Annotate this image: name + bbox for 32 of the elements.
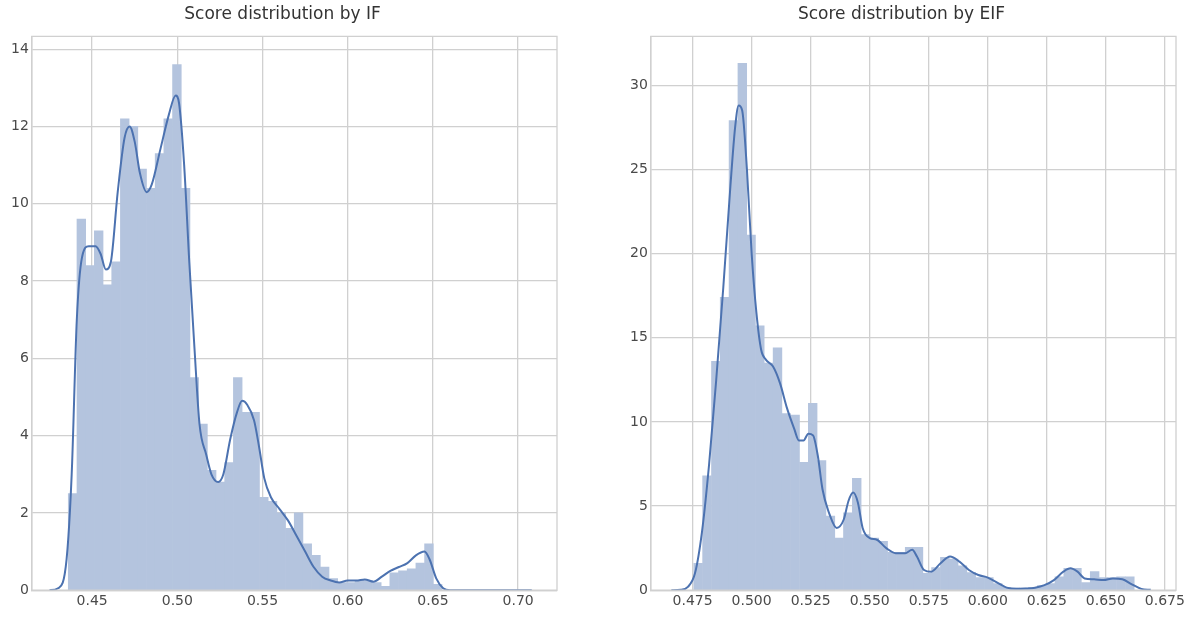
chart-title: Score distribution by EIF [797, 2, 1006, 23]
y-tick-label: 2 [19, 503, 29, 520]
y-tick-label: 8 [19, 271, 29, 288]
chart-title: Score distribution by IF [184, 2, 381, 23]
x-tick-label: 0.650 [1085, 592, 1126, 609]
y-tick-label: 15 [629, 328, 648, 345]
y-tick-label: 10 [10, 194, 29, 211]
x-tick-label: 0.50 [161, 592, 193, 609]
x-tick-label: 0.600 [967, 592, 1008, 609]
y-tick-label: 20 [629, 244, 648, 261]
x-tick-label: 0.575 [908, 592, 949, 609]
x-tick-label: 0.45 [76, 592, 108, 609]
x-tick-label: 0.675 [1144, 592, 1185, 609]
x-tick-label: 0.475 [672, 592, 713, 609]
x-tick-label: 0.500 [731, 592, 772, 609]
y-tick-label: 25 [629, 160, 648, 177]
x-tick-label: 0.550 [849, 592, 890, 609]
y-tick-label: 30 [629, 75, 648, 92]
x-tick-label: 0.625 [1026, 592, 1067, 609]
y-tick-label: 14 [10, 39, 29, 56]
y-tick-label: 0 [19, 580, 29, 597]
x-tick-label: 0.60 [332, 592, 364, 609]
x-tick-label: 0.55 [246, 592, 279, 609]
y-tick-label: 4 [19, 426, 29, 443]
x-tick-label: 0.525 [790, 592, 831, 609]
y-tick-label: 6 [19, 348, 29, 365]
y-tick-label: 5 [638, 496, 648, 513]
y-tick-label: 10 [629, 412, 648, 429]
x-tick-label: 0.65 [417, 592, 449, 609]
y-tick-label: 0 [638, 580, 648, 597]
x-tick-label: 0.70 [502, 592, 534, 609]
y-tick-label: 12 [10, 117, 29, 134]
